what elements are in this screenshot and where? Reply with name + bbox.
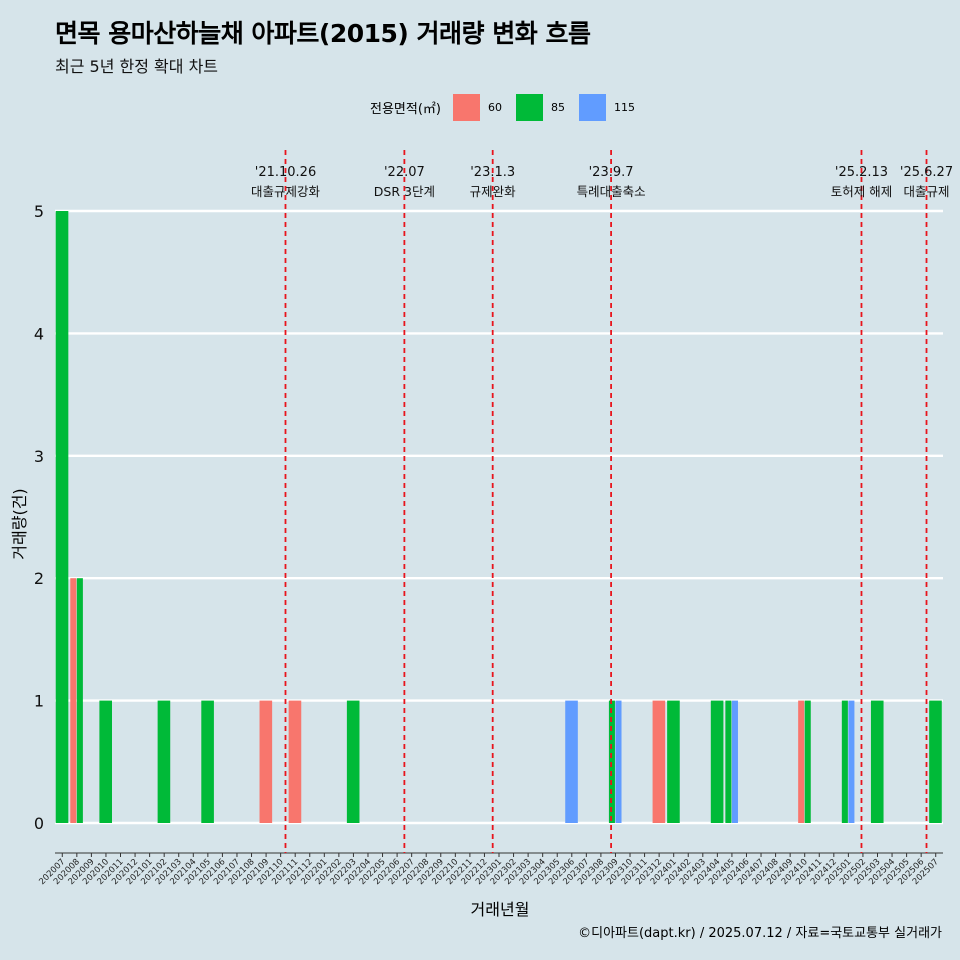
legend-swatch-115 xyxy=(578,93,606,121)
event-date-3: '23.9.7 xyxy=(589,165,634,180)
y-tick-label: 3 xyxy=(34,447,44,466)
bar-202507-85 xyxy=(929,700,942,823)
legend-title: 전용면적(㎡) xyxy=(370,101,441,117)
event-date-2: '23.1.3 xyxy=(470,165,515,180)
legend-label-60: 60 xyxy=(487,100,502,114)
legend-item-115: 115 xyxy=(578,93,635,121)
bar-202309-115 xyxy=(615,700,622,823)
event-date-0: '21.10.26 xyxy=(255,165,316,180)
bar-202410-60 xyxy=(798,700,805,823)
bar-202503-85 xyxy=(870,700,884,823)
y-axis-label: 거래량(건) xyxy=(10,488,29,560)
legend-swatch-60 xyxy=(452,93,480,121)
chart-subtitle: 최근 5년 한정 확대 차트 xyxy=(55,57,219,76)
event-label-0: 대출규제강화 xyxy=(251,184,321,199)
x-axis-label: 거래년월 xyxy=(470,900,530,919)
bar-202109-60 xyxy=(259,700,273,823)
bar-202203-85 xyxy=(346,700,360,823)
legend-item-85: 85 xyxy=(515,93,565,121)
bar-202404-85 xyxy=(710,700,724,823)
bar-202405-85 xyxy=(725,700,732,823)
bar-202306-115 xyxy=(565,700,578,823)
event-label-4: 토허제 해제 xyxy=(831,184,892,199)
event-date-5: '25.6.27 xyxy=(900,165,953,180)
event-label-3: 특례대출축소 xyxy=(577,184,646,199)
bar-202501-115 xyxy=(848,700,855,823)
event-label-1: DSR 3단계 xyxy=(374,184,435,199)
bar-202105-85 xyxy=(201,700,214,823)
event-date-1: '22.07 xyxy=(384,165,425,180)
legend-label-115: 115 xyxy=(613,100,635,114)
bar-202410-85 xyxy=(804,700,811,823)
legend-label-85: 85 xyxy=(550,100,565,114)
bar-202405-115 xyxy=(731,700,738,823)
event-label-2: 규제완화 xyxy=(470,184,517,199)
legend-item-60: 60 xyxy=(452,93,502,121)
y-tick-label: 2 xyxy=(34,569,44,588)
bar-202007-85 xyxy=(55,211,69,823)
bar-202111-60 xyxy=(288,700,302,823)
source-caption: ©디아파트(dapt.kr) / 2025.07.12 / 자료=국토교통부 실… xyxy=(578,926,942,941)
event-date-4: '25.2.13 xyxy=(835,165,888,180)
bar-202309-85 xyxy=(608,700,615,823)
legend-swatch-85 xyxy=(515,93,543,121)
bar-202008-85 xyxy=(76,578,83,823)
event-label-5: 대출규제 xyxy=(903,184,949,199)
y-tick-label: 5 xyxy=(34,202,44,221)
y-tick-label: 0 xyxy=(34,814,44,833)
y-tick-label: 4 xyxy=(34,324,44,343)
y-tick-label: 1 xyxy=(34,692,44,711)
chart-title: 면목 용마산하늘채 아파트(2015) 거래량 변화 흐름 xyxy=(55,19,591,48)
bar-202010-85 xyxy=(99,700,113,823)
bar-202501-85 xyxy=(841,700,848,823)
bar-202102-85 xyxy=(157,700,171,823)
bar-202401-85 xyxy=(667,700,680,823)
legend: 전용면적(㎡) 60 85 115 xyxy=(370,93,641,121)
bar-202008-60 xyxy=(70,578,77,823)
bar-202312-60 xyxy=(652,700,666,823)
